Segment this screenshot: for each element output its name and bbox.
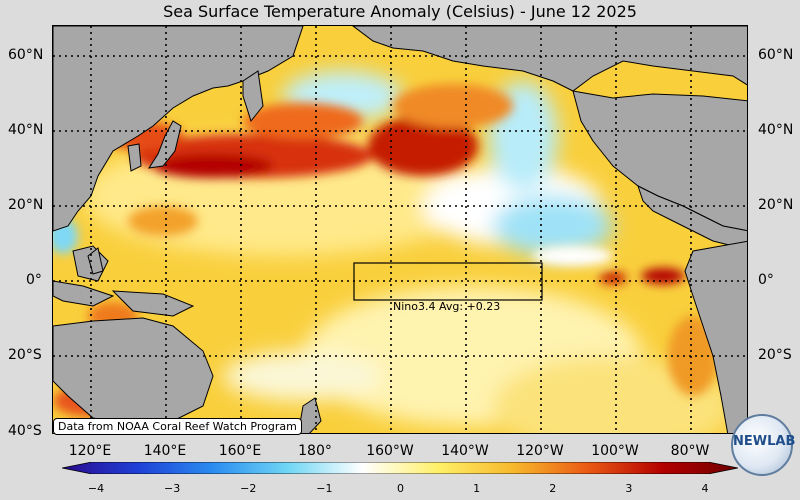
colorbar-tick-label: 3	[625, 482, 633, 495]
logo-text: NEWLAB	[733, 434, 796, 449]
sst-anomaly-map	[52, 25, 748, 434]
newlab-logo: NEWLAB	[731, 414, 796, 476]
colorbar-tick-label: −2	[240, 482, 257, 495]
lat-label-eq-right: 0°	[758, 272, 774, 288]
lat-label-40n-left: 40°N	[8, 122, 44, 138]
lat-label-20n-right: 20°N	[758, 197, 794, 213]
lat-label-eq-left: 0°	[26, 272, 42, 288]
map-title: Sea Surface Temperature Anomaly (Celsius…	[163, 2, 637, 21]
lon-label-120w: 120°W	[516, 443, 564, 459]
lat-label-20s-left: 20°S	[8, 347, 42, 363]
data-credit-label: Data from NOAA Coral Reef Watch Program	[53, 418, 302, 435]
lat-label-60n-right: 60°N	[758, 47, 794, 63]
lat-label-40s-left: 40°S	[8, 423, 42, 439]
lat-label-20s-right: 20°S	[758, 347, 792, 363]
lon-label-80w: 80°W	[670, 443, 710, 459]
colorbar-tick-label: −3	[164, 482, 181, 495]
colorbar-tick-label: 0	[397, 482, 404, 495]
colorbar-tick-label: −1	[316, 482, 333, 495]
map-graphic	[53, 26, 747, 433]
nino34-box	[353, 262, 543, 301]
lon-label-180: 180°	[298, 443, 332, 459]
lon-label-100w: 100°W	[591, 443, 639, 459]
nino34-average-label: Nino3.4 Avg: +0.23	[393, 300, 501, 313]
colorbar-tick-label: 1	[473, 482, 481, 495]
lon-label-160w: 160°W	[366, 443, 414, 459]
lon-label-140w: 140°W	[441, 443, 489, 459]
lon-label-160e: 160°E	[218, 443, 262, 459]
colorbar-tick-label: 4	[701, 482, 709, 495]
lat-label-40n-right: 40°N	[758, 122, 794, 138]
lat-label-20n-left: 20°N	[8, 197, 44, 213]
colorbar-tick-label: −4	[87, 482, 105, 495]
colorbar-tick-label: 2	[549, 482, 557, 495]
lat-label-60n-left: 60°N	[8, 47, 44, 63]
lon-label-140e: 140°E	[143, 443, 187, 459]
colorbar	[62, 462, 738, 474]
lon-label-120e: 120°E	[68, 443, 112, 459]
